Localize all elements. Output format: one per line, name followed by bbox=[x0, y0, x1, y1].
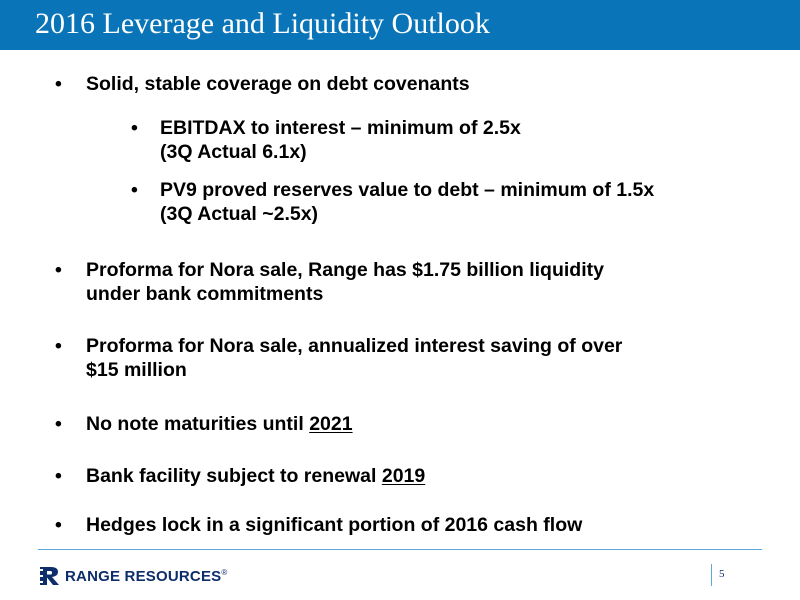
renewal-year: 2019 bbox=[381, 465, 426, 487]
bullet-marker: • bbox=[131, 179, 138, 201]
footer-divider bbox=[38, 549, 762, 550]
bullet-text-line1: EBITDAX to interest – minimum of 2.5x bbox=[160, 117, 521, 139]
bullet-marker: • bbox=[55, 335, 62, 357]
page-number-divider bbox=[711, 564, 712, 586]
bullet-text: No note maturities until bbox=[86, 413, 310, 435]
maturity-year: 2021 bbox=[309, 413, 353, 435]
slide-title: 2016 Leverage and Liquidity Outlook bbox=[35, 7, 490, 40]
range-resources-logo-icon bbox=[38, 567, 59, 585]
sub-bullet-item: • PV9 proved reserves value to debt – mi… bbox=[131, 178, 654, 226]
bullet-text-line1: Proforma for Nora sale, annualized inter… bbox=[86, 335, 623, 357]
bullet-text-line1: PV9 proved reserves value to debt – mini… bbox=[160, 179, 655, 201]
bullet-item: • Bank facility subject to renewal 2019 bbox=[55, 464, 425, 488]
logo-text: RANGE RESOURCES bbox=[65, 568, 222, 585]
bullet-text: Bank facility subject to renewal bbox=[86, 465, 382, 487]
bullet-text: Solid, stable coverage on debt covenants bbox=[86, 73, 470, 95]
trademark-symbol: ® bbox=[221, 568, 228, 577]
bullet-marker: • bbox=[55, 413, 62, 435]
bullet-text-line2: $15 million bbox=[86, 359, 187, 381]
bullet-marker: • bbox=[55, 465, 62, 487]
bullet-item: • Solid, stable coverage on debt covenan… bbox=[55, 72, 470, 96]
title-bar: 2016 Leverage and Liquidity Outlook bbox=[0, 0, 800, 50]
bullet-marker: • bbox=[55, 514, 62, 536]
bullet-marker: • bbox=[55, 259, 62, 281]
bullet-item: • No note maturities until 2021 bbox=[55, 412, 353, 436]
bullet-marker: • bbox=[131, 117, 138, 139]
bullet-item: • Proforma for Nora sale, Range has $1.7… bbox=[55, 258, 604, 306]
bullet-item: • Hedges lock in a significant portion o… bbox=[55, 513, 582, 537]
page-number: 5 bbox=[719, 568, 725, 580]
bullet-marker: • bbox=[55, 73, 62, 95]
sub-bullet-item: • EBITDAX to interest – minimum of 2.5x … bbox=[131, 116, 521, 164]
bullet-item: • Proforma for Nora sale, annualized int… bbox=[55, 334, 622, 382]
bullet-text: Hedges lock in a significant portion of … bbox=[86, 514, 583, 536]
bullet-text-line2: (3Q Actual ~2.5x) bbox=[160, 203, 319, 225]
bullet-text-line2: under bank commitments bbox=[86, 283, 324, 305]
bullet-text-line1: Proforma for Nora sale, Range has $1.75 … bbox=[86, 259, 604, 281]
bullet-text-line2: (3Q Actual 6.1x) bbox=[160, 141, 307, 163]
